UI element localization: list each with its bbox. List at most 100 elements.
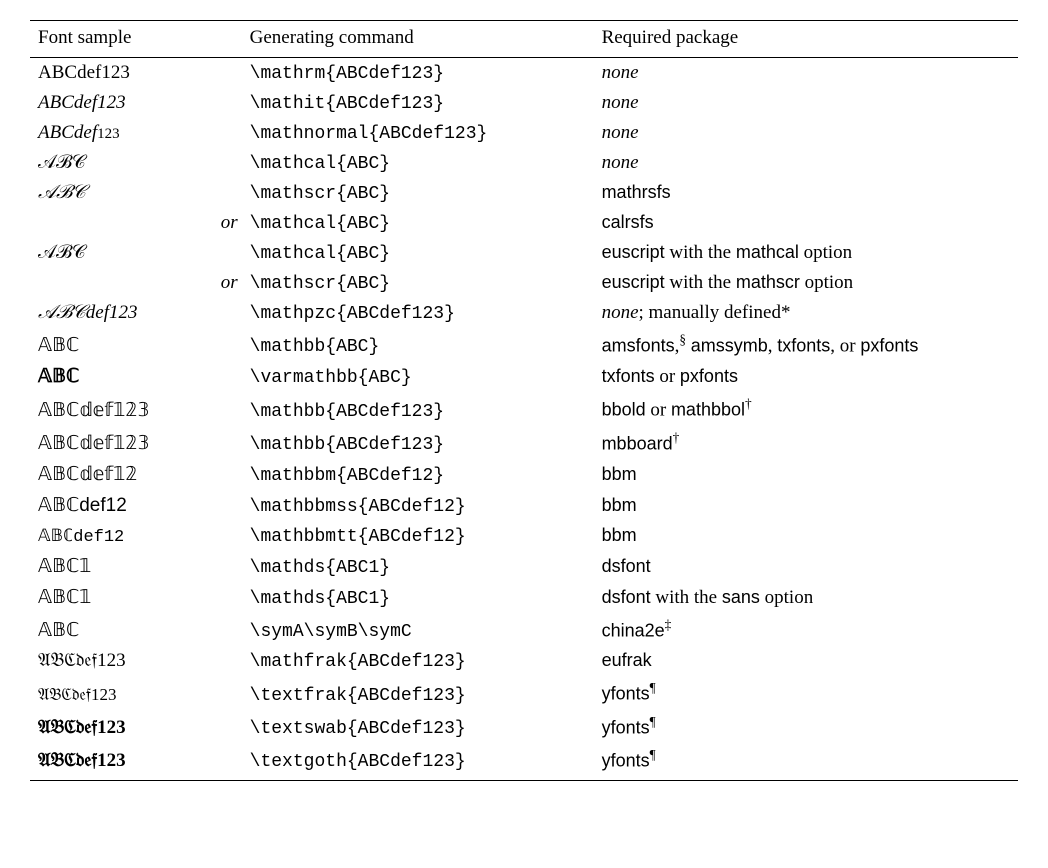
font-sample-cell: ABCdef123 bbox=[30, 118, 242, 148]
font-sample: ABCdef123 bbox=[38, 62, 130, 83]
table-row: 𝔸𝔹ℂ\symA\symB\symCchina2e‡ bbox=[30, 613, 1018, 646]
font-sample: ABCdef123 bbox=[38, 92, 126, 113]
command-cell: \textgoth{ABCdef123} bbox=[242, 743, 594, 781]
table-row: 𝔸𝔹ℂdef12\mathbbmss{ABCdef12}bbm bbox=[30, 490, 1018, 521]
or-label: or bbox=[221, 212, 238, 233]
package-cell: bbold or mathbbol† bbox=[594, 392, 1018, 425]
font-sample: 𝒜ℬ𝒞def123 bbox=[38, 302, 138, 323]
font-sample-cell: 𝔸𝔹ℂ bbox=[30, 613, 242, 646]
font-sample-cell: 𝔸𝔹ℂ𝕕𝕖𝕗𝟙𝟚𝟛 bbox=[30, 392, 242, 425]
package-cell: dsfont bbox=[594, 551, 1018, 582]
font-sample: 𝔸𝔹ℂ𝕕𝕖𝕗𝟙𝟚 bbox=[38, 464, 137, 485]
table-row: 𝔸𝔹ℂdef12 \mathbbmtt{ABCdef12}bbm bbox=[30, 521, 1018, 551]
package-cell: mathrsfs bbox=[594, 178, 1018, 208]
font-sample-cell: 𝔸𝔹ℂ𝟙 bbox=[30, 582, 242, 613]
package-cell: yfonts¶ bbox=[594, 743, 1018, 781]
table-row: ABCdef123\mathnormal{ABCdef123}none bbox=[30, 118, 1018, 148]
font-sample-cell: 𝔸𝔹ℂ bbox=[30, 328, 242, 361]
font-sample: 𝔸𝔹ℂdef12 bbox=[38, 495, 127, 516]
command-cell: \mathpzc{ABCdef123} bbox=[242, 298, 594, 328]
font-sample-cell: or bbox=[30, 268, 242, 298]
font-sample: 𝔄𝔅ℭ𝔡𝔢𝔣123 bbox=[38, 650, 126, 671]
font-sample-cell: or bbox=[30, 208, 242, 238]
command-cell: \mathscr{ABC} bbox=[242, 268, 594, 298]
font-sample-cell: 𝒜ℬ𝒞 bbox=[30, 148, 242, 178]
font-sample-cell: 𝒜ℬ𝒞 bbox=[30, 238, 242, 268]
table-row: 𝔄𝔅ℭ𝔡𝔢𝔣123 \textgoth{ABCdef123}yfonts¶ bbox=[30, 743, 1018, 781]
command-cell: \mathfrak{ABCdef123} bbox=[242, 646, 594, 676]
package-cell: calrsfs bbox=[594, 208, 1018, 238]
font-sample: 𝔄𝔅ℭ𝔡𝔢𝔣123 bbox=[38, 750, 126, 771]
package-cell: mbboard† bbox=[594, 426, 1018, 459]
command-cell: \mathbbm{ABCdef12} bbox=[242, 459, 594, 490]
command-cell: \mathds{ABC1} bbox=[242, 582, 594, 613]
table-row: 𝔸𝔹ℂ𝕕𝕖𝕗𝟙𝟚\mathbbm{ABCdef12}bbm bbox=[30, 459, 1018, 490]
command-cell: \varmathbb{ABC} bbox=[242, 361, 594, 392]
header-sample: Font sample bbox=[30, 21, 242, 58]
command-cell: \mathit{ABCdef123} bbox=[242, 88, 594, 118]
font-sample: 𝔸𝔹ℂ𝟙 bbox=[38, 556, 91, 577]
font-sample-cell: 𝔄𝔅ℭ𝔡𝔢𝔣123 bbox=[30, 710, 242, 743]
table-row: 𝔸𝔹ℂ𝕕𝕖𝕗𝟙𝟚𝟛\mathbb{ABCdef123}bbold or math… bbox=[30, 392, 1018, 425]
package-cell: amsfonts,§ amssymb, txfonts, or pxfonts bbox=[594, 328, 1018, 361]
table-row: 𝔸𝔹ℂ \mathbb{ABC}amsfonts,§ amssymb, txfon… bbox=[30, 328, 1018, 361]
command-cell: \mathbbmss{ABCdef12} bbox=[242, 490, 594, 521]
font-sample: 𝔸𝔹ℂ bbox=[38, 335, 79, 356]
table-row: 𝒜ℬ𝒞def123 \mathpzc{ABCdef123}none; manual… bbox=[30, 298, 1018, 328]
table-row: 𝔸𝔹ℂ\varmathbb{ABC}txfonts or pxfonts bbox=[30, 361, 1018, 392]
command-cell: \mathnormal{ABCdef123} bbox=[242, 118, 594, 148]
command-cell: \symA\symB\symC bbox=[242, 613, 594, 646]
package-cell: txfonts or pxfonts bbox=[594, 361, 1018, 392]
package-cell: dsfont with the sans option bbox=[594, 582, 1018, 613]
font-sample: 𝒜ℬ𝒞 bbox=[38, 182, 86, 203]
font-sample-cell: 𝔄𝔅ℭ𝔡𝔢𝔣123 bbox=[30, 646, 242, 676]
font-sample: 𝔄𝔅ℭ𝔡𝔢𝔣123 bbox=[38, 717, 126, 738]
package-cell: none bbox=[594, 148, 1018, 178]
or-label: or bbox=[221, 272, 238, 293]
table-row: 𝒜ℬ𝒞\mathcal{ABC}euscript with the mathca… bbox=[30, 238, 1018, 268]
command-cell: \mathbb{ABC} bbox=[242, 328, 594, 361]
font-sample: 𝔸𝔹ℂ𝟙 bbox=[38, 587, 91, 608]
command-cell: \mathscr{ABC} bbox=[242, 178, 594, 208]
font-sample-cell: 𝔸𝔹ℂ𝕕𝕖𝕗𝟙𝟚𝟛 bbox=[30, 426, 242, 459]
package-cell: bbm bbox=[594, 521, 1018, 551]
font-sample: 𝒜ℬ𝒞 bbox=[38, 152, 86, 173]
table-row: ABCdef123\mathrm{ABCdef123}none bbox=[30, 58, 1018, 89]
command-cell: \mathbb{ABCdef123} bbox=[242, 392, 594, 425]
package-cell: none; manually defined* bbox=[594, 298, 1018, 328]
font-table: Font sample Generating command Required … bbox=[30, 20, 1018, 781]
table-row: or\mathscr{ABC}euscript with the mathscr… bbox=[30, 268, 1018, 298]
font-sample-cell: 𝔸𝔹ℂ𝟙 bbox=[30, 551, 242, 582]
font-sample-cell: 𝔸𝔹ℂ bbox=[30, 361, 242, 392]
command-cell: \mathds{ABC1} bbox=[242, 551, 594, 582]
font-sample-cell: ABCdef123 bbox=[30, 58, 242, 89]
font-sample-cell: 𝒜ℬ𝒞 bbox=[30, 178, 242, 208]
command-cell: \mathcal{ABC} bbox=[242, 238, 594, 268]
command-cell: \mathbbmtt{ABCdef12} bbox=[242, 521, 594, 551]
font-sample: 𝔄𝔅ℭ𝔡𝔢𝔣123 bbox=[38, 685, 116, 704]
font-sample-cell: 𝒜ℬ𝒞def123 bbox=[30, 298, 242, 328]
font-sample-extra: 123 bbox=[97, 126, 120, 142]
package-cell: yfonts¶ bbox=[594, 676, 1018, 709]
header-package: Required package bbox=[594, 21, 1018, 58]
font-sample: ABCdef bbox=[38, 122, 97, 143]
table-row: 𝔄𝔅ℭ𝔡𝔢𝔣123 \textfrak{ABCdef123}yfonts¶ bbox=[30, 676, 1018, 709]
table-row: 𝔄𝔅ℭ𝔡𝔢𝔣123\textswab{ABCdef123}yfonts¶ bbox=[30, 710, 1018, 743]
font-sample-cell: 𝔸𝔹ℂdef12 bbox=[30, 521, 242, 551]
header-command: Generating command bbox=[242, 21, 594, 58]
font-sample: 𝔸𝔹ℂ𝕕𝕖𝕗𝟙𝟚𝟛 bbox=[38, 433, 149, 454]
table-row: 𝒜ℬ𝒞\mathcal{ABC}none bbox=[30, 148, 1018, 178]
package-cell: none bbox=[594, 118, 1018, 148]
font-sample-cell: 𝔸𝔹ℂ𝕕𝕖𝕗𝟙𝟚 bbox=[30, 459, 242, 490]
font-sample-cell: 𝔄𝔅ℭ𝔡𝔢𝔣123 bbox=[30, 676, 242, 709]
command-cell: \mathbb{ABCdef123} bbox=[242, 426, 594, 459]
table-row: 𝔸𝔹ℂ𝟙 \mathds{ABC1}dsfont bbox=[30, 551, 1018, 582]
font-sample: 𝔸𝔹ℂdef12 bbox=[38, 528, 124, 547]
font-sample-cell: 𝔄𝔅ℭ𝔡𝔢𝔣123 bbox=[30, 743, 242, 781]
command-cell: \textfrak{ABCdef123} bbox=[242, 676, 594, 709]
package-cell: euscript with the mathscr option bbox=[594, 268, 1018, 298]
table-body: ABCdef123\mathrm{ABCdef123}noneABCdef123… bbox=[30, 58, 1018, 781]
header-row: Font sample Generating command Required … bbox=[30, 21, 1018, 58]
table-row: 𝔸𝔹ℂ𝟙 \mathds{ABC1}dsfont with the sans op… bbox=[30, 582, 1018, 613]
font-sample: 𝒜ℬ𝒞 bbox=[38, 242, 86, 263]
